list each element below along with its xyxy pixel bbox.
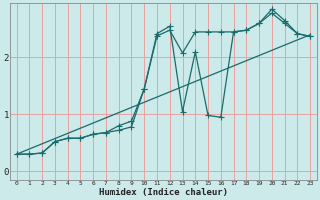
X-axis label: Humidex (Indice chaleur): Humidex (Indice chaleur) — [99, 188, 228, 197]
